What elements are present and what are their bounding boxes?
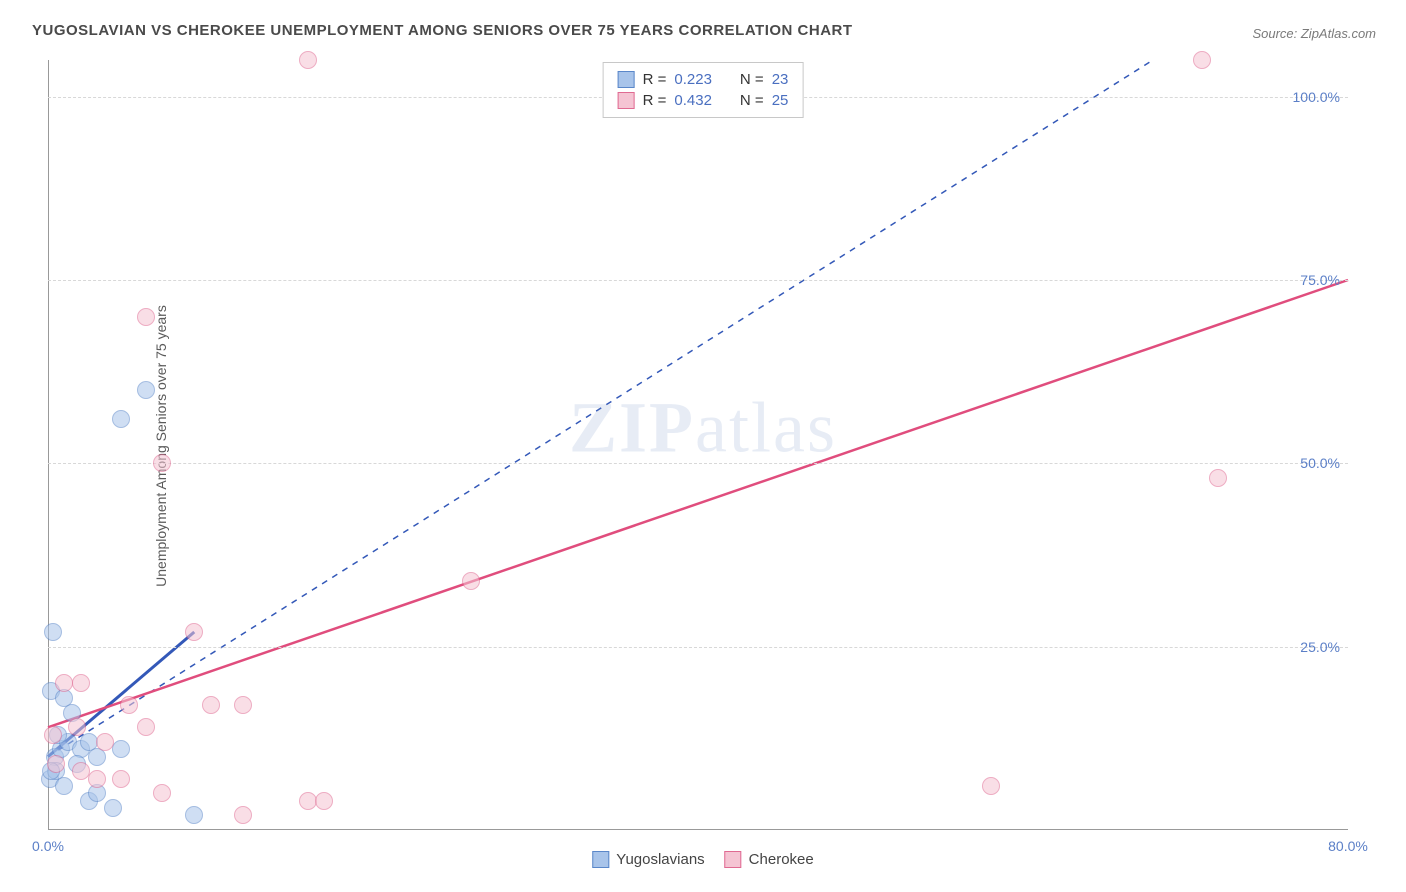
legend-n-value: 25 [772,92,789,109]
source-attribution: Source: ZipAtlas.com [1252,26,1376,41]
y-tick-label: 100.0% [1293,89,1340,105]
data-point [112,410,130,428]
data-point [120,696,138,714]
data-point [234,806,252,824]
y-tick-label: 50.0% [1300,455,1340,471]
gridline [48,463,1348,464]
correlation-legend: R = 0.223 N = 23 R = 0.432 N = 25 [603,62,804,118]
legend-item: Cherokee [725,851,814,868]
x-tick-label: 80.0% [1328,838,1368,854]
legend-r-label: R = [643,71,667,88]
data-point [96,733,114,751]
data-point [137,718,155,736]
data-point [462,572,480,590]
data-point [202,696,220,714]
legend-r-value: 0.223 [674,71,712,88]
data-point [104,799,122,817]
data-point [137,308,155,326]
y-tick-label: 75.0% [1300,272,1340,288]
series-legend: Yugoslavians Cherokee [592,851,813,868]
data-point [1193,51,1211,69]
data-point [112,770,130,788]
y-tick-label: 25.0% [1300,639,1340,655]
data-point [68,718,86,736]
x-tick-label: 0.0% [32,838,64,854]
data-point [299,51,317,69]
legend-item: Yugoslavians [592,851,704,868]
legend-label: Cherokee [749,851,814,868]
y-axis [48,60,49,830]
data-point [234,696,252,714]
legend-r-value: 0.432 [674,92,712,109]
data-point [153,454,171,472]
legend-swatch [592,851,609,868]
trend-lines [48,60,1348,830]
legend-swatch [725,851,742,868]
legend-swatch [618,71,635,88]
data-point [55,777,73,795]
data-point [47,755,65,773]
data-point [315,792,333,810]
legend-row: R = 0.223 N = 23 [618,69,789,90]
data-point [44,623,62,641]
data-point [153,784,171,802]
legend-row: R = 0.432 N = 25 [618,90,789,111]
x-axis [48,829,1348,830]
legend-n-value: 23 [772,71,789,88]
data-point [185,623,203,641]
legend-r-label: R = [643,92,667,109]
gridline [48,647,1348,648]
chart-title: YUGOSLAVIAN VS CHEROKEE UNEMPLOYMENT AMO… [32,22,853,39]
legend-n-label: N = [740,92,764,109]
data-point [982,777,1000,795]
legend-swatch [618,92,635,109]
data-point [88,770,106,788]
data-point [185,806,203,824]
data-point [137,381,155,399]
data-point [112,740,130,758]
scatter-plot: 25.0%50.0%75.0%100.0%0.0%80.0% [48,60,1348,830]
data-point [72,674,90,692]
legend-label: Yugoslavians [616,851,704,868]
legend-n-label: N = [740,71,764,88]
data-point [44,726,62,744]
gridline [48,280,1348,281]
data-point [1209,469,1227,487]
